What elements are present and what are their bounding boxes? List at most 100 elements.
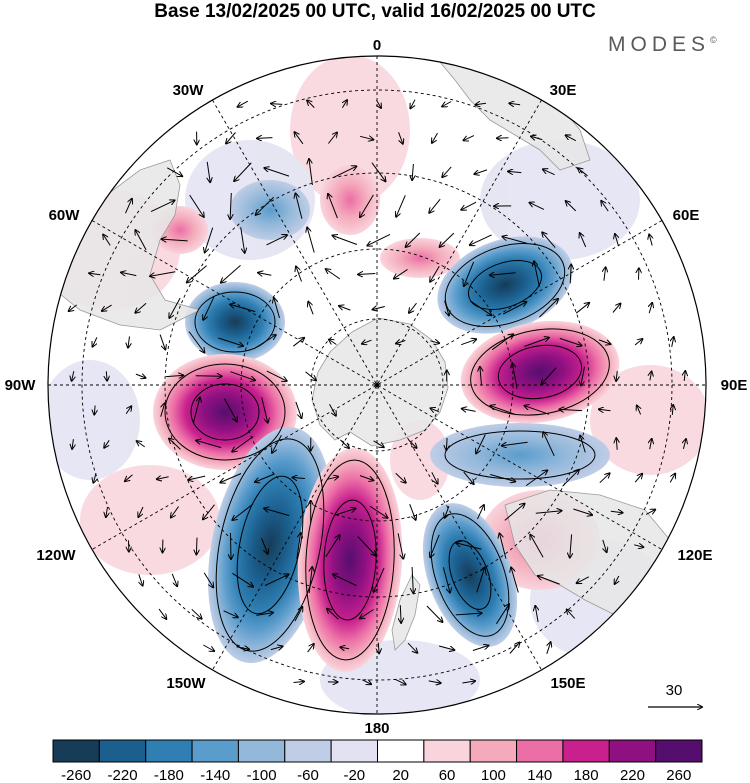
wind-vector (610, 511, 623, 512)
wind-vector (570, 265, 571, 284)
wind-vector (230, 371, 255, 381)
colorbar: -260 -220 -180 -140 -100 -60 -20 20 60 100 140 180 2… (52, 739, 703, 783)
wind-vector (542, 232, 556, 248)
wind-vector (612, 304, 621, 313)
wind-vector (567, 610, 576, 619)
wind-vector (226, 132, 236, 144)
wind-vector (442, 567, 450, 592)
wind-vector (232, 572, 253, 586)
chart-title: Base 13/02/2025 00 UTC, valid 16/02/2025… (154, 1, 596, 22)
colorbar-box (52, 739, 100, 763)
wind-vector (340, 439, 349, 448)
wind-vector (430, 341, 439, 343)
wind-vector (205, 227, 214, 253)
contour (164, 363, 286, 461)
wind-vector (171, 573, 177, 586)
wind-vector (203, 644, 214, 651)
wind-vector (89, 273, 101, 275)
wind-vector (253, 335, 276, 350)
wind-vector (649, 303, 652, 314)
wind-vector (397, 533, 403, 558)
wind-vector (367, 233, 391, 245)
wind-vector (634, 474, 642, 483)
wind-vector (535, 606, 538, 623)
wind-vector (541, 367, 557, 384)
wind-vector (270, 646, 283, 649)
wind-vector (293, 478, 305, 479)
wind-vector (566, 135, 577, 142)
wind-vector (159, 334, 165, 350)
wind-vector (139, 574, 143, 585)
wind-vector (340, 647, 350, 649)
wind-vector (461, 339, 476, 346)
wind-vector (220, 473, 242, 483)
lon-label-150w: 150W (166, 675, 206, 692)
wind-vector (490, 273, 516, 275)
wind-vector (230, 192, 231, 219)
wind-vector (207, 161, 210, 182)
colorbar-tick-label: -180 (154, 767, 184, 783)
wind-vector (93, 473, 96, 482)
colorbar-box (330, 739, 378, 763)
lon-label-30w: 30W (173, 82, 205, 99)
wind-vector (431, 408, 440, 411)
antarctica (311, 317, 449, 447)
wind-vector (72, 371, 74, 381)
wind-vector (106, 506, 108, 517)
lon-label-180: 180 (364, 720, 389, 737)
wind-vector (480, 367, 482, 386)
lon-label-60w: 60W (49, 207, 81, 224)
wind-vector (409, 504, 416, 520)
wind-vector (261, 397, 268, 422)
wind-vector (525, 470, 547, 487)
wind-vector (328, 133, 337, 144)
wind-vector (189, 194, 204, 217)
weak-positive-anomaly (290, 56, 410, 205)
wind-vector (637, 406, 641, 415)
colorbar-tick-label: 180 (574, 767, 599, 783)
contour (468, 260, 542, 310)
wind-vector (406, 232, 421, 247)
wind-vector (599, 473, 610, 484)
wind-vector (69, 304, 78, 311)
wind-vector (604, 267, 606, 281)
wind-vector (104, 440, 110, 447)
colorbar-tick-label: -260 (61, 767, 91, 783)
colorbar-box (516, 739, 564, 763)
wind-vector (616, 371, 617, 381)
wind-vector (203, 504, 215, 520)
wind-vector (358, 274, 376, 275)
negative-anomaly (430, 423, 610, 487)
wind-vector (530, 203, 545, 210)
wind-vector (573, 508, 592, 515)
wind-vector (359, 136, 373, 139)
wind-vector (446, 437, 447, 450)
wind-vector (477, 505, 484, 520)
wind-vector (162, 239, 188, 241)
lon-label-0: 0 (373, 37, 381, 54)
wind-vector (230, 304, 256, 313)
wind-vector (137, 441, 145, 448)
wind-vector (169, 439, 181, 450)
wind-vector (581, 366, 585, 386)
wind-vector (326, 269, 341, 280)
colorbar-tick-label: -140 (200, 767, 230, 783)
lon-label-60e: 60E (673, 207, 700, 224)
wind-vector (444, 300, 449, 316)
contour (190, 383, 260, 441)
wind-vector (615, 234, 619, 247)
wind-vector (125, 406, 131, 414)
wind-vector (203, 295, 215, 320)
wind-vector (578, 168, 588, 177)
wind-vector (160, 403, 165, 417)
wind-vector (257, 138, 273, 139)
wind-vector (342, 100, 347, 109)
wind-vector (464, 135, 475, 141)
colorbar-box (562, 739, 610, 763)
wind-vector (371, 162, 386, 182)
wind-vector (240, 227, 245, 253)
colorbar-tick-label: -60 (297, 767, 319, 783)
wind-vector (187, 265, 207, 283)
wind-vector (650, 439, 652, 450)
wind-vector (431, 472, 438, 483)
